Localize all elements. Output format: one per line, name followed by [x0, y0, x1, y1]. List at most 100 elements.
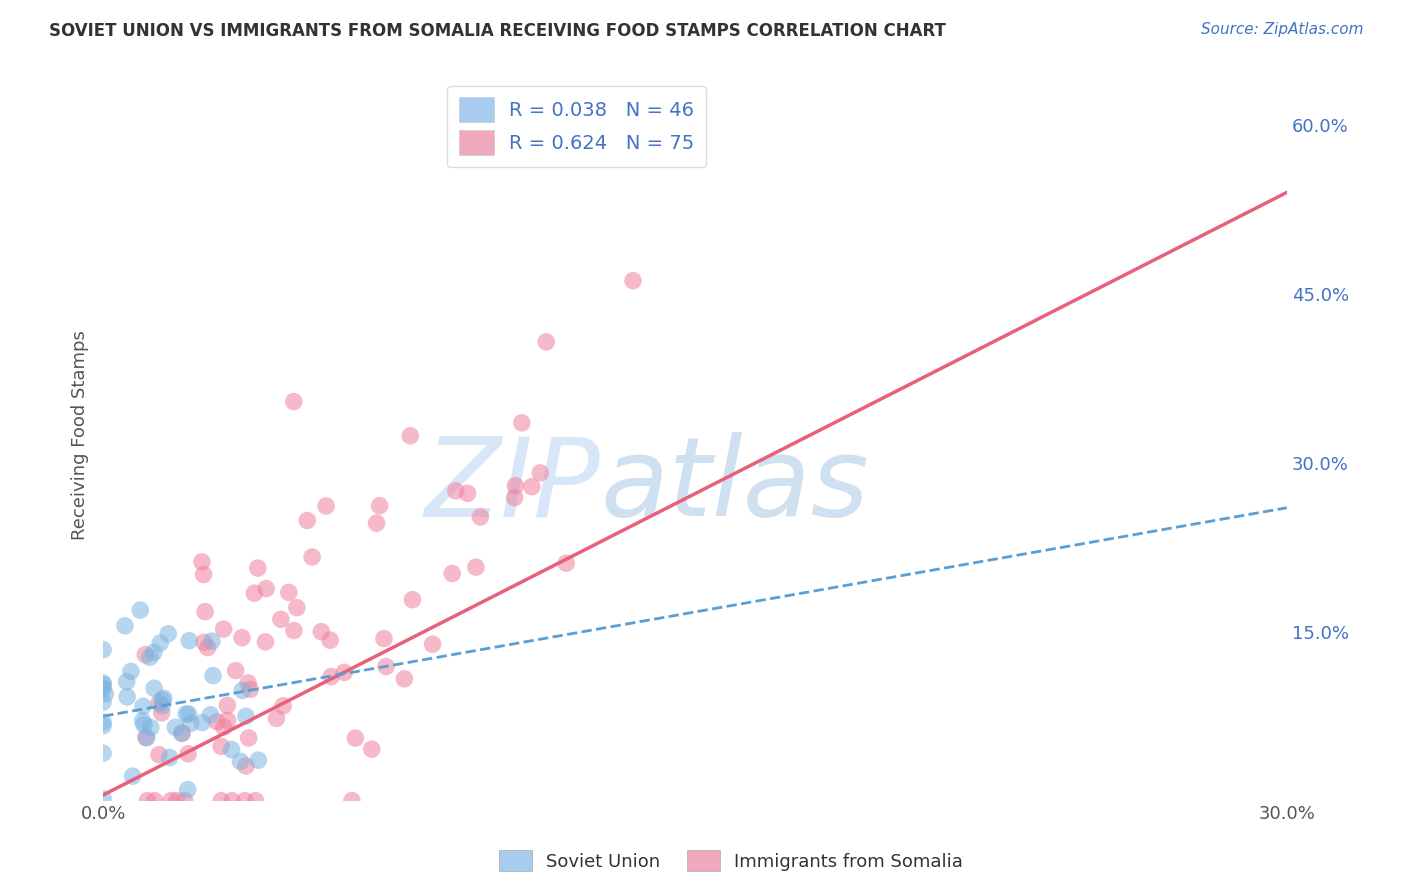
Legend: Soviet Union, Immigrants from Somalia: Soviet Union, Immigrants from Somalia: [492, 843, 970, 879]
Point: [201, 634, 224, 648]
Point: [121, 769, 143, 783]
Y-axis label: Receiving Food Stamps: Receiving Food Stamps: [72, 330, 89, 540]
Point: [159, 750, 181, 764]
Point: [441, 566, 464, 581]
Point: [212, 720, 235, 734]
Point: [202, 668, 225, 682]
Point: [165, 720, 187, 734]
Point: [529, 466, 551, 480]
Point: [270, 612, 292, 626]
Point: [173, 794, 195, 808]
Text: atlas: atlas: [600, 433, 869, 540]
Point: [283, 394, 305, 409]
Point: [235, 709, 257, 723]
Point: [160, 794, 183, 808]
Point: [143, 794, 166, 808]
Point: [148, 696, 170, 710]
Point: [254, 582, 277, 596]
Point: [266, 711, 288, 725]
Point: [510, 416, 533, 430]
Point: [212, 622, 235, 636]
Point: [297, 514, 319, 528]
Point: [233, 794, 256, 808]
Point: [311, 624, 333, 639]
Point: [238, 731, 260, 745]
Point: [205, 714, 228, 729]
Point: [465, 560, 488, 574]
Point: [150, 706, 173, 720]
Text: ZIP: ZIP: [425, 433, 600, 540]
Point: [368, 499, 391, 513]
Point: [229, 755, 252, 769]
Point: [209, 739, 232, 754]
Point: [177, 747, 200, 761]
Point: [176, 782, 198, 797]
Point: [422, 637, 444, 651]
Point: [444, 483, 467, 498]
Point: [134, 648, 156, 662]
Point: [132, 717, 155, 731]
Point: [225, 664, 247, 678]
Point: [457, 486, 479, 500]
Point: [197, 640, 219, 655]
Point: [243, 586, 266, 600]
Point: [115, 690, 138, 704]
Point: [231, 683, 253, 698]
Point: [91, 676, 114, 690]
Point: [321, 669, 343, 683]
Point: [129, 603, 152, 617]
Point: [271, 698, 294, 713]
Point: [344, 731, 367, 745]
Point: [193, 567, 215, 582]
Point: [180, 716, 202, 731]
Point: [91, 642, 114, 657]
Point: [200, 707, 222, 722]
Point: [239, 682, 262, 697]
Point: [277, 585, 299, 599]
Point: [333, 665, 356, 680]
Point: [135, 731, 157, 745]
Point: [149, 636, 172, 650]
Point: [157, 627, 180, 641]
Point: [135, 731, 157, 745]
Point: [148, 747, 170, 762]
Point: [221, 742, 243, 756]
Point: [340, 794, 363, 808]
Point: [179, 633, 201, 648]
Point: [503, 491, 526, 505]
Point: [120, 665, 142, 679]
Point: [114, 619, 136, 633]
Point: [217, 698, 239, 713]
Point: [91, 677, 114, 691]
Point: [91, 714, 114, 729]
Point: [301, 549, 323, 564]
Point: [217, 714, 239, 728]
Text: SOVIET UNION VS IMMIGRANTS FROM SOMALIA RECEIVING FOOD STAMPS CORRELATION CHART: SOVIET UNION VS IMMIGRANTS FROM SOMALIA …: [49, 22, 946, 40]
Text: Source: ZipAtlas.com: Source: ZipAtlas.com: [1201, 22, 1364, 37]
Point: [91, 695, 114, 709]
Point: [360, 742, 382, 756]
Point: [399, 429, 422, 443]
Point: [139, 721, 162, 735]
Point: [285, 600, 308, 615]
Point: [221, 794, 243, 808]
Point: [139, 650, 162, 665]
Point: [470, 510, 492, 524]
Point: [142, 645, 165, 659]
Point: [247, 753, 270, 767]
Point: [236, 676, 259, 690]
Point: [194, 605, 217, 619]
Point: [373, 632, 395, 646]
Point: [153, 691, 176, 706]
Point: [505, 479, 527, 493]
Point: [366, 516, 388, 531]
Point: [91, 792, 114, 806]
Point: [131, 714, 153, 728]
Point: [132, 699, 155, 714]
Point: [254, 635, 277, 649]
Point: [191, 715, 214, 730]
Point: [94, 687, 117, 701]
Point: [91, 746, 114, 760]
Point: [231, 631, 253, 645]
Point: [191, 555, 214, 569]
